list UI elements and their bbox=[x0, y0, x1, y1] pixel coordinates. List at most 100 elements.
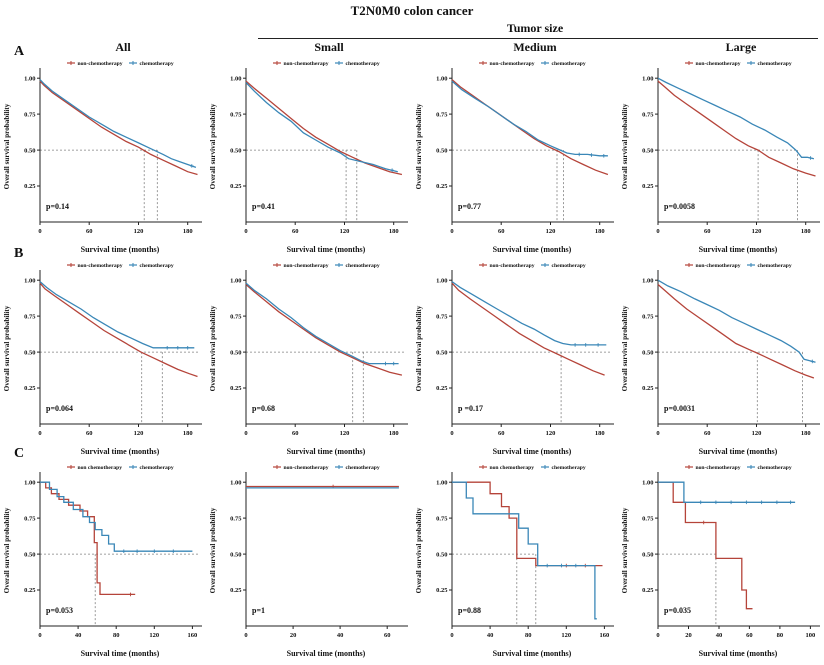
panel-c-all: 0.25 0.50 0.75 1.00 0 40 80 120 160 non chemother… bbox=[0, 460, 206, 662]
km-curve-non-chemotherapy bbox=[452, 481, 603, 567]
svg-text:p=1: p=1 bbox=[252, 606, 265, 615]
km-curve-chemotherapy bbox=[658, 481, 796, 503]
svg-text:Survival time (months): Survival time (months) bbox=[493, 447, 572, 456]
svg-text:chemotherapy: chemotherapy bbox=[140, 465, 174, 471]
svg-text:0.50: 0.50 bbox=[24, 147, 35, 154]
column-label-all: All bbox=[115, 40, 131, 54]
panel-b-large: 0.25 0.50 0.75 1.00 0 60 120 180 non-chemotherap… bbox=[618, 258, 824, 460]
km-curve-non-chemotherapy bbox=[657, 284, 815, 379]
svg-text:120: 120 bbox=[134, 430, 144, 437]
km-curve-chemotherapy bbox=[245, 282, 399, 365]
svg-text:0.25: 0.25 bbox=[642, 183, 654, 190]
svg-text:Overall survival probability: Overall survival probability bbox=[415, 305, 423, 391]
svg-text:120: 120 bbox=[546, 228, 556, 235]
svg-text:non-chemotherapy: non-chemotherapy bbox=[696, 263, 741, 269]
svg-text:100: 100 bbox=[806, 632, 816, 639]
svg-text:160: 160 bbox=[188, 632, 198, 639]
panel-b-medium: 0.25 0.50 0.75 1.00 0 60 120 180 non-chemotherap… bbox=[412, 258, 618, 460]
svg-text:0.75: 0.75 bbox=[24, 515, 36, 522]
svg-text:0.50: 0.50 bbox=[436, 349, 447, 356]
svg-text:60: 60 bbox=[86, 228, 93, 235]
svg-text:0.50: 0.50 bbox=[436, 147, 447, 154]
svg-text:non-chemotherapy: non-chemotherapy bbox=[490, 61, 535, 67]
km-curve-non-chemotherapy bbox=[39, 80, 198, 176]
svg-text:0.50: 0.50 bbox=[24, 551, 35, 558]
km-chart-c-small: 0.25 0.50 0.75 1.00 0 20 40 60 non-chemotherapy c… bbox=[209, 465, 408, 658]
svg-text:Overall survival probability: Overall survival probability bbox=[3, 507, 11, 593]
svg-text:0.75: 0.75 bbox=[230, 111, 242, 118]
svg-text:non-chemotherapy: non-chemotherapy bbox=[284, 61, 329, 67]
svg-text:Overall survival probability: Overall survival probability bbox=[415, 507, 423, 593]
svg-text:0: 0 bbox=[450, 632, 453, 639]
svg-text:0.75: 0.75 bbox=[436, 111, 448, 118]
svg-text:0.50: 0.50 bbox=[642, 551, 653, 558]
svg-text:80: 80 bbox=[113, 632, 120, 639]
svg-text:1.00: 1.00 bbox=[642, 75, 653, 82]
svg-text:180: 180 bbox=[801, 430, 811, 437]
svg-text:0.25: 0.25 bbox=[642, 587, 654, 594]
svg-text:180: 180 bbox=[389, 430, 399, 437]
svg-text:0.50: 0.50 bbox=[230, 147, 241, 154]
svg-text:80: 80 bbox=[777, 632, 784, 639]
svg-text:0.75: 0.75 bbox=[24, 313, 36, 320]
svg-text:0.50: 0.50 bbox=[24, 349, 35, 356]
svg-text:0.50: 0.50 bbox=[642, 147, 653, 154]
svg-text:1.00: 1.00 bbox=[24, 479, 35, 486]
km-curve-non-chemotherapy bbox=[40, 481, 136, 596]
svg-text:120: 120 bbox=[752, 430, 762, 437]
svg-text:Survival time (months): Survival time (months) bbox=[287, 245, 366, 254]
svg-text:Overall survival probability: Overall survival probability bbox=[621, 507, 629, 593]
svg-text:40: 40 bbox=[487, 632, 494, 639]
km-chart-a-medium: 0.25 0.50 0.75 1.00 0 60 120 180 non-chemotherap… bbox=[415, 61, 614, 254]
svg-text:160: 160 bbox=[600, 632, 610, 639]
svg-text:p=0.0058: p=0.0058 bbox=[664, 202, 695, 211]
svg-text:0.75: 0.75 bbox=[436, 313, 448, 320]
svg-text:chemotherapy: chemotherapy bbox=[140, 263, 174, 269]
svg-text:40: 40 bbox=[716, 632, 723, 639]
svg-text:1.00: 1.00 bbox=[642, 277, 653, 284]
svg-text:non-chemotherapy: non-chemotherapy bbox=[284, 263, 329, 269]
km-curve-chemotherapy bbox=[39, 79, 197, 169]
km-curve-non-chemotherapy bbox=[245, 284, 403, 376]
svg-text:Overall survival probability: Overall survival probability bbox=[3, 103, 11, 189]
svg-text:0.50: 0.50 bbox=[436, 551, 447, 558]
row-label-a: A bbox=[14, 44, 25, 59]
svg-text:60: 60 bbox=[86, 430, 93, 437]
svg-text:Overall survival probability: Overall survival probability bbox=[621, 103, 629, 189]
km-curve-non-chemotherapy bbox=[451, 79, 609, 176]
km-curve-non-chemotherapy bbox=[245, 80, 403, 176]
svg-text:0.50: 0.50 bbox=[230, 551, 241, 558]
column-label-small: Small bbox=[314, 40, 344, 54]
svg-text:0: 0 bbox=[656, 430, 659, 437]
svg-text:non chemotherapy: non chemotherapy bbox=[78, 465, 123, 471]
svg-text:0: 0 bbox=[244, 632, 247, 639]
km-chart-c-medium: 0.25 0.50 0.75 1.00 0 40 80 120 160 non chemother… bbox=[415, 465, 614, 658]
row-label-c: C bbox=[14, 446, 25, 461]
km-curve-non-chemotherapy bbox=[451, 282, 605, 376]
svg-text:p=0.68: p=0.68 bbox=[252, 404, 275, 413]
panel-a-small: 0.25 0.50 0.75 1.00 0 60 120 180 non-chemotherap… bbox=[206, 56, 412, 258]
svg-text:p=0.064: p=0.064 bbox=[46, 404, 73, 413]
svg-text:Survival time (months): Survival time (months) bbox=[81, 649, 160, 658]
svg-text:60: 60 bbox=[498, 228, 505, 235]
svg-text:0.25: 0.25 bbox=[436, 385, 448, 392]
svg-text:0.25: 0.25 bbox=[230, 587, 242, 594]
row-label-b: B bbox=[14, 246, 24, 261]
svg-text:40: 40 bbox=[75, 632, 82, 639]
svg-text:1.00: 1.00 bbox=[24, 277, 35, 284]
svg-text:60: 60 bbox=[498, 430, 505, 437]
km-chart-b-all: 0.25 0.50 0.75 1.00 0 60 120 180 non-chemotherap… bbox=[3, 263, 202, 456]
svg-text:Survival time (months): Survival time (months) bbox=[287, 447, 366, 456]
figure-subtitle: Tumor size bbox=[506, 21, 564, 35]
km-curve-non-chemotherapy bbox=[658, 481, 753, 610]
km-curve-chemotherapy bbox=[451, 281, 607, 346]
panel-c-medium: 0.25 0.50 0.75 1.00 0 40 80 120 160 non chemother… bbox=[412, 460, 618, 662]
svg-text:p =0.17: p =0.17 bbox=[458, 404, 483, 413]
svg-text:0.50: 0.50 bbox=[230, 349, 241, 356]
svg-text:chemotherapy: chemotherapy bbox=[758, 263, 792, 269]
svg-text:p=0.77: p=0.77 bbox=[458, 202, 481, 211]
km-chart-b-medium: 0.25 0.50 0.75 1.00 0 60 120 180 non-chemotherap… bbox=[415, 263, 614, 456]
svg-text:non-chemotherapy: non-chemotherapy bbox=[696, 61, 741, 67]
figure-title: T2N0M0 colon cancer bbox=[350, 3, 474, 18]
svg-text:180: 180 bbox=[595, 228, 605, 235]
